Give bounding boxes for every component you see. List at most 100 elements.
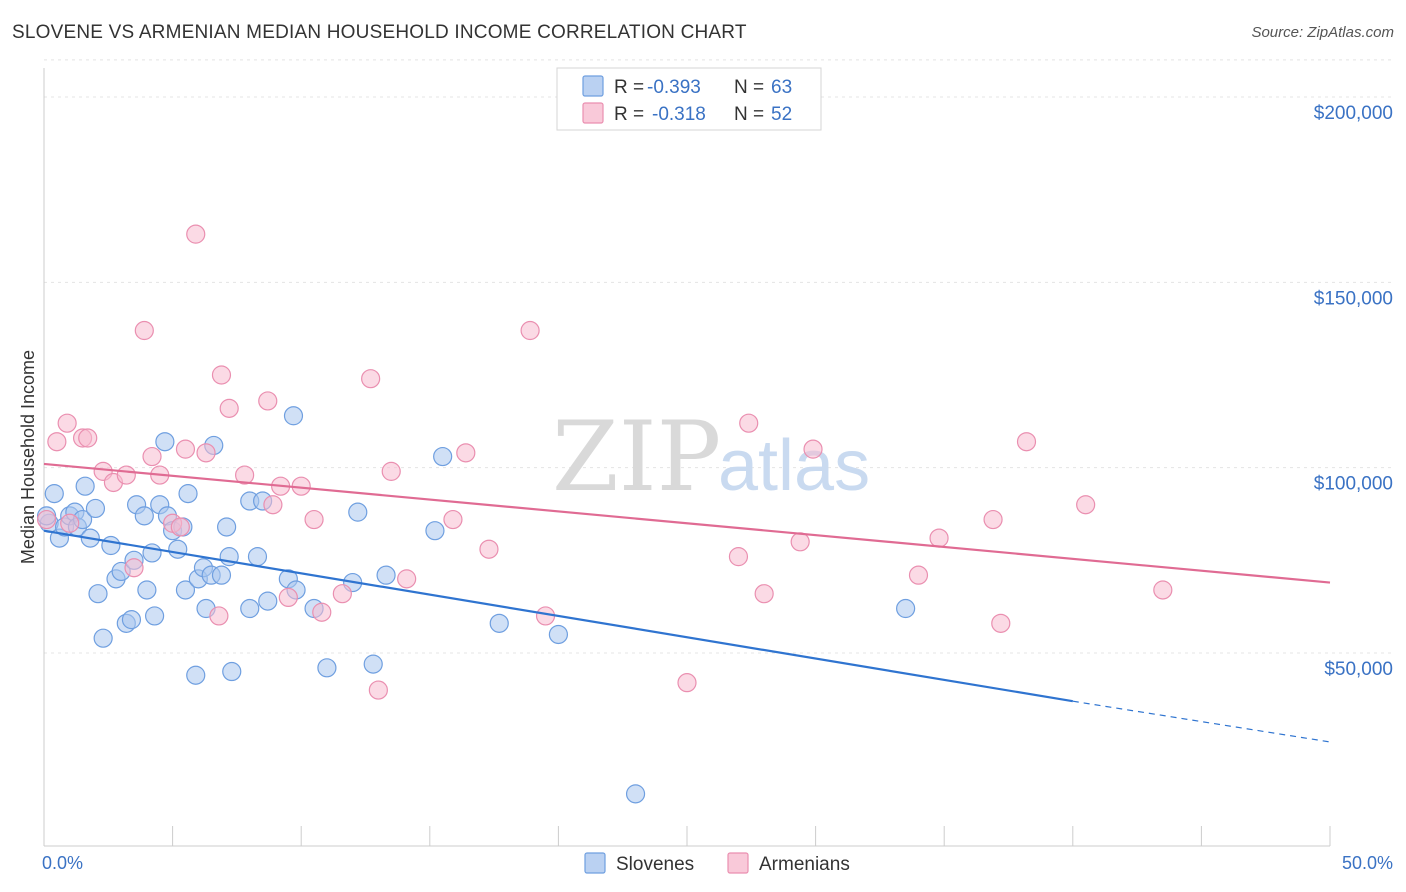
- armenians-point-46: [929, 528, 949, 548]
- armenians-point-40: [728, 547, 749, 567]
- slovenes-point-1: [44, 484, 64, 504]
- legend-r-value-armenians: -0.318: [652, 104, 706, 125]
- armenians-point-15: [175, 439, 196, 459]
- armenians-point-2: [57, 413, 77, 433]
- slovenes-point-31: [178, 484, 198, 504]
- armenians-point-22: [258, 391, 278, 411]
- armenians-point-25: [278, 587, 298, 608]
- armenians-point-31: [368, 680, 388, 700]
- slovenes-point-55: [376, 565, 396, 585]
- y-tick-label-3: $200,000: [1314, 103, 1393, 124]
- x-tick-label-max: 50.0%: [1342, 853, 1393, 873]
- legend-n-label-armenians: N =: [734, 104, 764, 125]
- armenians-point-21: [235, 465, 255, 485]
- watermark-zip: ZIP: [552, 401, 721, 513]
- slovenes-point-21: [137, 580, 157, 600]
- slovenes-point-13: [101, 535, 121, 556]
- armenians-point-1: [47, 432, 67, 452]
- armenians-point-51: [1153, 580, 1173, 600]
- armenians-point-35: [456, 443, 476, 463]
- armenians-point-9: [124, 558, 144, 578]
- y-tick-label-2: $150,000: [1314, 288, 1393, 309]
- armenians-point-8: [116, 465, 136, 485]
- slovenes-point-30: [175, 580, 196, 600]
- armenians-point-19: [211, 365, 232, 385]
- slovenes-point-20: [134, 506, 154, 526]
- armenians-point-44: [803, 439, 823, 459]
- slovenes-point-11: [88, 584, 108, 604]
- slovenes-point-48: [283, 406, 304, 426]
- legend-n-label-slovenes: N =: [734, 77, 764, 98]
- armenians-point-37: [520, 320, 540, 341]
- slovenes-point-57: [433, 446, 453, 467]
- armenians-point-0: [36, 509, 57, 530]
- slovenes-point-58: [489, 613, 509, 633]
- slovenes-point-46: [258, 591, 278, 611]
- armenians-point-49: [1016, 432, 1037, 452]
- slovenes-point-28: [168, 539, 188, 559]
- series-legend-label-armenians: Armenians: [759, 854, 850, 875]
- series-legend-label-slovenes: Slovenes: [616, 854, 694, 875]
- armenians-point-39: [677, 673, 697, 693]
- legend-swatch-slovenes: [582, 75, 604, 97]
- slovenes-point-10: [85, 498, 106, 519]
- series-legend-swatch-armenians: [727, 852, 749, 874]
- x-tick-label-min: 0.0%: [42, 853, 83, 873]
- stats-legend: R = -0.393 N = 63 R = -0.318 N = 52: [556, 67, 822, 131]
- armenians-point-36: [479, 539, 499, 559]
- chart-title: SLOVENE VS ARMENIAN MEDIAN HOUSEHOLD INC…: [12, 22, 747, 43]
- trend-lines: [43, 462, 1331, 743]
- legend-n-value-armenians: 52: [771, 104, 792, 125]
- y-tick-label-1: $100,000: [1314, 474, 1393, 495]
- slovenes-point-59: [548, 624, 569, 645]
- chart-source: Source: ZipAtlas.com: [1251, 24, 1394, 41]
- slovenes-point-43: [240, 598, 260, 619]
- x-axis-ticks: [43, 826, 1331, 846]
- legend-r-label-slovenes: R =: [614, 77, 644, 98]
- slovenes-point-60: [625, 784, 646, 804]
- slovenes-trend-line: [43, 529, 1073, 703]
- slovenes-point-12: [93, 628, 113, 648]
- armenians-point-28: [312, 602, 332, 622]
- armenians-point-32: [381, 461, 401, 481]
- armenians-point-16: [186, 224, 206, 244]
- armenians-point-18: [209, 606, 229, 626]
- slovenes-point-39: [217, 517, 237, 537]
- slovenes-point-56: [425, 521, 445, 541]
- y-axis-title: Median Household Income: [18, 350, 38, 564]
- y-axis-tick-labels: $50,000 $100,000 $150,000 $200,000: [1314, 103, 1393, 680]
- slovenes-point-44: [247, 547, 268, 567]
- watermark: ZIP atlas: [552, 401, 870, 513]
- armenians-point-45: [908, 565, 929, 585]
- armenians-point-33: [397, 569, 417, 589]
- legend-swatch-armenians: [582, 102, 604, 124]
- armenians-point-47: [983, 509, 1003, 530]
- legend-n-value-slovenes: 63: [771, 77, 792, 98]
- armenians-point-5: [78, 428, 98, 448]
- armenians-point-48: [991, 613, 1011, 633]
- slovenes-point-23: [144, 606, 165, 626]
- armenians-point-11: [142, 446, 162, 467]
- watermark-atlas: atlas: [718, 426, 870, 506]
- slovenes-point-54: [363, 654, 383, 674]
- armenians-point-50: [1076, 495, 1096, 515]
- slovenes-point-25: [155, 432, 175, 452]
- armenians-point-34: [443, 509, 463, 530]
- armenians-point-17: [196, 443, 216, 463]
- slovenes-point-41: [222, 661, 242, 682]
- slovenes-point-38: [211, 565, 232, 585]
- armenians-point-41: [739, 413, 759, 433]
- slovenes-point-17: [121, 610, 142, 630]
- legend-r-label-armenians: R =: [614, 104, 644, 125]
- slovenes-point-32: [186, 665, 206, 685]
- slovenes-point-61: [896, 598, 916, 619]
- armenians-trend-line: [43, 462, 1331, 584]
- slovenes-point-8: [75, 476, 95, 496]
- armenians-point-10: [134, 320, 154, 341]
- armenians-point-3: [60, 513, 80, 533]
- armenians-point-42: [754, 584, 774, 604]
- slovenes-trend-extension: [1072, 700, 1331, 743]
- y-tick-label-0: $50,000: [1324, 659, 1393, 680]
- armenians-point-29: [332, 584, 352, 604]
